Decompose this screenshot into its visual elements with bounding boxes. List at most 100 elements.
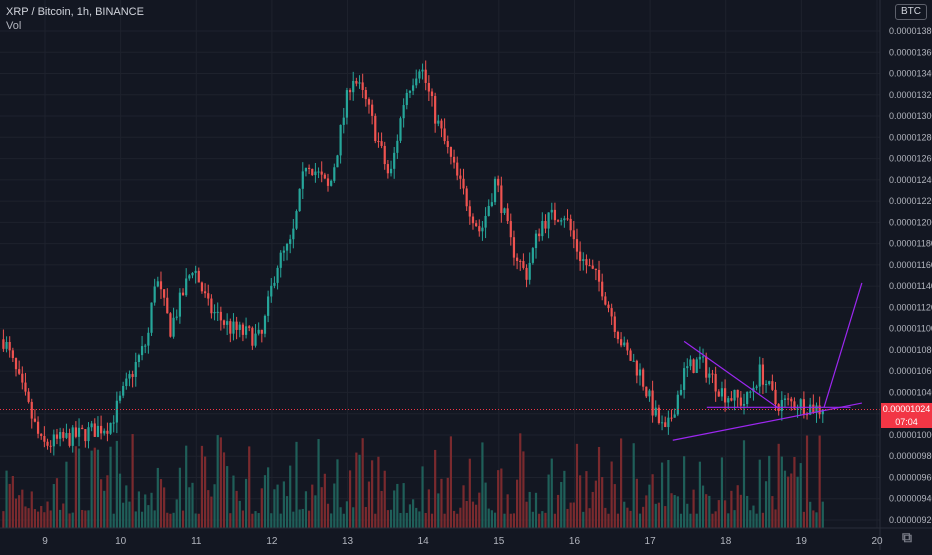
volume-bar	[226, 466, 229, 528]
candle-body	[679, 389, 683, 395]
volume-bar	[232, 475, 235, 528]
volume-bar	[626, 507, 629, 528]
volume-bar	[21, 489, 24, 528]
candle-body	[134, 361, 137, 377]
candle-body	[251, 327, 254, 346]
volume-bar	[717, 500, 720, 528]
volume-bar	[553, 513, 557, 528]
candle-body	[711, 373, 714, 375]
candle-body	[8, 341, 11, 351]
volume-bar	[519, 433, 522, 528]
currency-badge[interactable]: BTC	[895, 4, 927, 20]
candle-body	[49, 445, 52, 447]
volume-bar	[197, 513, 200, 528]
price-tick-label: 0.00001180	[889, 239, 932, 249]
price-tick-label: 0.00001280	[889, 132, 932, 142]
volume-bar	[515, 479, 519, 528]
volume-bar	[727, 513, 730, 528]
candle-body	[358, 82, 361, 84]
volume-bar	[367, 481, 371, 528]
candle-body	[667, 417, 670, 428]
volume-bar	[695, 513, 698, 528]
volume-bar	[443, 513, 446, 528]
candle-body	[5, 341, 8, 349]
candle-body	[115, 400, 118, 423]
trendline-drawings[interactable]	[672, 282, 863, 441]
volume-bar	[730, 490, 733, 528]
candle-body	[185, 278, 188, 296]
candle-body	[2, 339, 5, 349]
volume-bar	[99, 479, 103, 528]
volume-bar	[616, 513, 620, 528]
candle-body	[87, 427, 90, 442]
volume-bar	[657, 502, 661, 528]
volume-bar	[664, 506, 667, 528]
candle-body	[506, 208, 509, 222]
candle-body	[93, 423, 96, 437]
volume-bar	[77, 448, 81, 528]
volume-bar	[478, 492, 481, 528]
volume-histogram	[2, 433, 824, 528]
volume-bar	[200, 445, 204, 528]
candle-body	[746, 391, 749, 405]
volume-bar	[746, 495, 749, 528]
candle-body	[531, 248, 534, 263]
volume-bar	[238, 500, 241, 528]
candle-body	[389, 168, 393, 174]
volume-bar	[714, 511, 717, 528]
candle-body	[295, 211, 298, 229]
time-axis[interactable]: 9 10 11 12 13 14 15 16 17 18 19 20	[0, 527, 932, 547]
candle-body	[178, 292, 181, 317]
candle-body	[40, 433, 43, 436]
candle-body	[787, 398, 790, 400]
candle-body	[635, 360, 638, 376]
candle-body	[686, 366, 689, 369]
time-tick-label: 20	[871, 536, 883, 547]
volume-bar	[144, 494, 147, 528]
volume-bar	[181, 510, 185, 528]
volume-bar	[358, 454, 361, 528]
volume-bar	[5, 470, 8, 528]
candle-body	[629, 350, 632, 361]
candle-body	[172, 317, 175, 337]
volume-bar	[282, 481, 285, 528]
candle-body	[604, 296, 607, 305]
volume-bar	[8, 483, 11, 528]
candle-body	[434, 96, 437, 124]
candle-body	[475, 223, 478, 227]
volume-bar	[59, 509, 62, 528]
volume-bar	[701, 485, 705, 528]
candle-body	[547, 212, 550, 229]
candle-body	[84, 429, 87, 442]
candle-body	[304, 167, 308, 172]
candle-body	[200, 282, 204, 292]
candle-body	[805, 414, 809, 416]
volume-bar	[585, 471, 588, 528]
candle-body	[374, 115, 377, 142]
candle-body	[497, 178, 500, 186]
candle-body	[556, 220, 560, 222]
candle-body	[503, 208, 506, 214]
candle-body	[591, 265, 594, 269]
price-tick-label: 0.00001080	[889, 345, 932, 355]
candle-body	[52, 434, 55, 447]
candle-body	[333, 167, 336, 181]
candle-body	[553, 209, 557, 221]
last-price-tag: 0.00001024	[881, 403, 932, 416]
volume-bar	[799, 463, 802, 528]
candle-body	[572, 230, 575, 240]
candle-body	[159, 281, 163, 290]
candle-body	[440, 120, 443, 129]
candle-body	[582, 259, 585, 262]
volume-indicator-label[interactable]: Vol	[6, 20, 22, 32]
volume-bar	[399, 513, 402, 528]
candle-body	[771, 381, 774, 390]
symbol-title[interactable]: XRP / Bitcoin, 1h, BINANCE	[6, 6, 144, 18]
price-axis[interactable]: 0.00000920 0.00000940 0.00000960 0.00000980…	[879, 0, 932, 550]
candle-body	[59, 432, 62, 439]
volume-bar	[263, 475, 267, 528]
volume-bar	[203, 456, 207, 528]
tradingview-logo-icon[interactable]: ⧉	[902, 529, 912, 545]
